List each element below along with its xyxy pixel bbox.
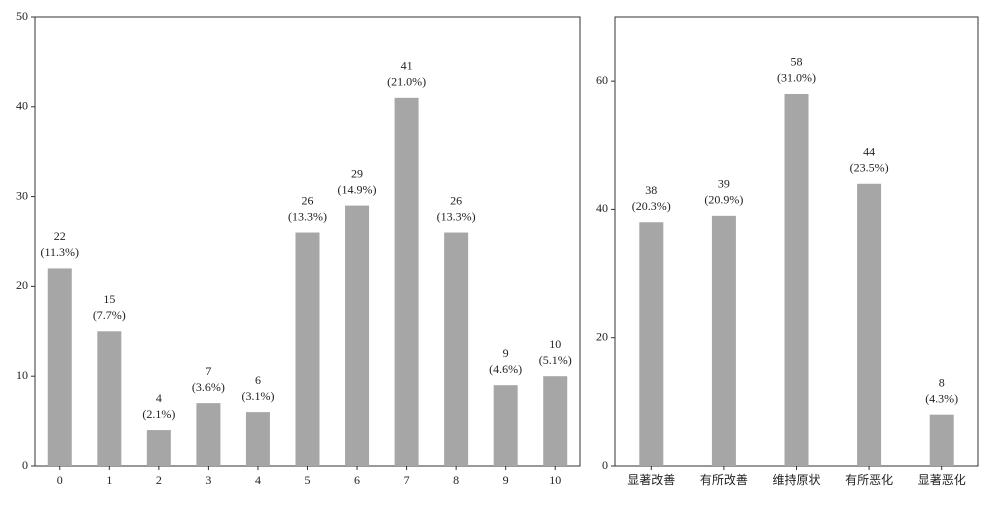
percent-label: (5.1%) — [539, 353, 572, 367]
percent-label: (14.9%) — [338, 182, 377, 196]
y-tick-label: 0 — [602, 458, 608, 472]
value-label: 26 — [450, 193, 462, 207]
bar — [146, 430, 171, 466]
value-label: 7 — [205, 364, 211, 378]
percent-label: (20.3%) — [632, 199, 671, 213]
bar — [493, 385, 518, 466]
x-tick-label: 4 — [255, 473, 261, 487]
x-tick-label: 8 — [453, 473, 459, 487]
value-label: 38 — [645, 183, 657, 197]
y-tick-label: 20 — [16, 278, 28, 292]
x-tick-label: 维持原状 — [772, 472, 820, 487]
x-tick-label: 10 — [549, 473, 561, 487]
bar — [711, 215, 736, 466]
bar — [444, 232, 469, 466]
y-tick-label: 30 — [16, 188, 28, 202]
bar — [784, 93, 809, 466]
bar — [97, 331, 122, 466]
percent-label: (23.5%) — [850, 161, 889, 175]
bar — [394, 97, 419, 466]
y-tick-label: 10 — [16, 368, 28, 382]
bar — [196, 403, 221, 466]
value-label: 8 — [939, 375, 945, 389]
percent-label: (11.3%) — [40, 245, 79, 259]
percent-label: (4.3%) — [925, 391, 958, 405]
y-tick-label: 50 — [16, 9, 28, 23]
x-tick-label: 7 — [404, 473, 410, 487]
y-tick-label: 20 — [596, 329, 608, 343]
x-tick-label: 0 — [57, 473, 63, 487]
percent-label: (21.0%) — [387, 75, 426, 89]
bar — [929, 414, 954, 466]
bar — [543, 376, 568, 466]
bar — [295, 232, 320, 466]
y-tick-label: 60 — [596, 73, 608, 87]
x-tick-label: 1 — [106, 473, 112, 487]
percent-label: (20.9%) — [704, 193, 743, 207]
y-tick-label: 0 — [22, 458, 28, 472]
x-tick-label: 5 — [305, 473, 311, 487]
y-tick-label: 40 — [16, 99, 28, 113]
percent-label: (2.1%) — [142, 407, 175, 421]
percent-label: (3.1%) — [241, 389, 274, 403]
bar — [345, 205, 370, 466]
value-label: 26 — [302, 193, 314, 207]
value-label: 44 — [863, 145, 875, 159]
value-label: 58 — [791, 55, 803, 69]
value-label: 9 — [503, 346, 509, 360]
x-tick-label: 2 — [156, 473, 162, 487]
value-label: 22 — [54, 229, 66, 243]
value-label: 6 — [255, 373, 261, 387]
bar — [245, 412, 270, 466]
x-tick-label: 9 — [503, 473, 509, 487]
x-tick-label: 6 — [354, 473, 360, 487]
x-tick-label: 显著改善 — [627, 472, 675, 487]
percent-label: (13.3%) — [437, 209, 476, 223]
value-label: 39 — [718, 177, 730, 191]
y-tick-label: 40 — [596, 201, 608, 215]
bar — [639, 222, 664, 466]
value-label: 41 — [401, 59, 413, 73]
bar — [857, 183, 882, 466]
x-tick-label: 有所改善 — [700, 472, 748, 487]
x-tick-label: 有所恶化 — [845, 473, 893, 487]
percent-label: (13.3%) — [288, 209, 327, 223]
percent-label: (7.7%) — [93, 308, 126, 322]
x-tick-label: 显著恶化 — [918, 473, 966, 487]
percent-label: (4.6%) — [489, 362, 522, 376]
value-label: 4 — [156, 391, 162, 405]
bar — [47, 268, 72, 466]
value-label: 10 — [549, 337, 561, 351]
value-label: 15 — [103, 292, 115, 306]
x-tick-label: 3 — [205, 473, 211, 487]
percent-label: (31.0%) — [777, 71, 816, 85]
value-label: 29 — [351, 166, 363, 180]
percent-label: (3.6%) — [192, 380, 225, 394]
